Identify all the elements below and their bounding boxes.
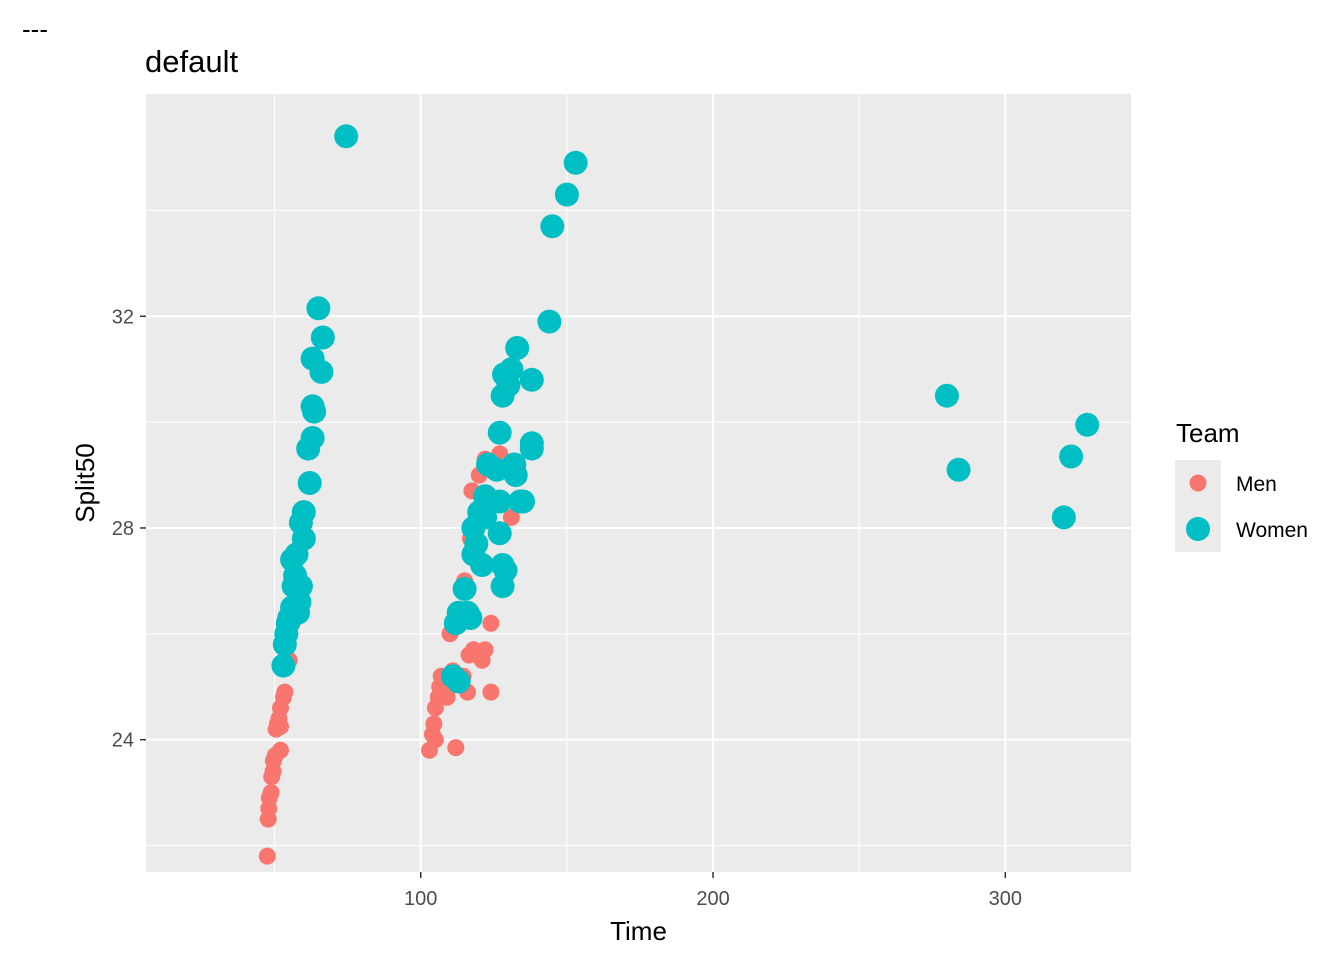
data-point-women bbox=[302, 399, 327, 424]
data-point-men bbox=[482, 683, 500, 701]
data-point-women bbox=[310, 325, 335, 350]
data-point-men bbox=[258, 847, 276, 865]
data-point-women bbox=[297, 471, 322, 495]
data-point-women bbox=[499, 357, 524, 382]
x-tick-label: 300 bbox=[989, 888, 1022, 910]
legend-label-men: Men bbox=[1236, 473, 1277, 496]
data-point-women bbox=[458, 606, 483, 630]
data-point-men bbox=[276, 683, 294, 701]
data-point-men bbox=[425, 715, 443, 733]
y-axis-title: Split50 bbox=[70, 443, 100, 523]
data-point-women bbox=[934, 383, 959, 408]
data-point-men bbox=[272, 741, 289, 759]
y-tick-label: 24 bbox=[112, 730, 134, 752]
data-point-women bbox=[493, 558, 518, 583]
y-tick-label: 32 bbox=[112, 306, 134, 328]
data-point-women bbox=[519, 436, 544, 461]
data-point-women bbox=[452, 576, 477, 601]
data-point-men bbox=[262, 784, 280, 802]
legend: Team Men Women bbox=[1175, 418, 1308, 552]
chart-title: default bbox=[145, 44, 239, 79]
data-point-women bbox=[487, 521, 512, 546]
data-point-women bbox=[271, 653, 296, 678]
separator-text: --- bbox=[22, 14, 48, 44]
data-points bbox=[258, 124, 1100, 865]
data-point-women bbox=[1051, 505, 1076, 530]
legend-key-men bbox=[1189, 474, 1207, 492]
data-point-women bbox=[446, 669, 471, 694]
data-point-women bbox=[519, 367, 544, 392]
data-point-women bbox=[540, 214, 565, 239]
legend-key-women bbox=[1186, 517, 1210, 541]
data-point-women bbox=[537, 309, 562, 334]
data-point-women bbox=[511, 489, 535, 514]
x-tick-label: 200 bbox=[696, 888, 729, 910]
legend-label-women: Women bbox=[1236, 519, 1308, 542]
grid-minor bbox=[146, 94, 1131, 872]
data-point-women bbox=[503, 463, 528, 488]
data-point-women bbox=[1075, 412, 1100, 437]
data-point-women bbox=[1059, 444, 1084, 469]
legend-title: Team bbox=[1176, 418, 1240, 448]
data-point-men bbox=[482, 614, 500, 632]
data-point-men bbox=[426, 731, 444, 749]
data-point-men bbox=[476, 641, 494, 659]
x-axis-title: Time bbox=[610, 916, 667, 946]
data-point-women bbox=[334, 124, 359, 149]
data-point-women bbox=[473, 505, 498, 530]
data-point-women bbox=[946, 457, 971, 482]
data-point-women bbox=[487, 489, 512, 514]
data-point-women bbox=[291, 500, 316, 525]
axes: 100 200 300 24 28 32 bbox=[112, 306, 1022, 910]
y-tick-label: 28 bbox=[112, 518, 134, 540]
data-point-men bbox=[447, 739, 465, 757]
data-point-women bbox=[470, 553, 495, 577]
data-point-women bbox=[309, 359, 334, 384]
data-point-women bbox=[563, 150, 588, 175]
data-point-women bbox=[505, 336, 530, 360]
data-point-women bbox=[487, 420, 512, 445]
data-point-women bbox=[306, 296, 331, 321]
data-point-women bbox=[554, 182, 579, 207]
x-tick-label: 100 bbox=[404, 888, 437, 910]
data-point-women bbox=[300, 426, 325, 450]
data-point-women bbox=[288, 574, 313, 599]
data-point-men bbox=[502, 508, 520, 526]
